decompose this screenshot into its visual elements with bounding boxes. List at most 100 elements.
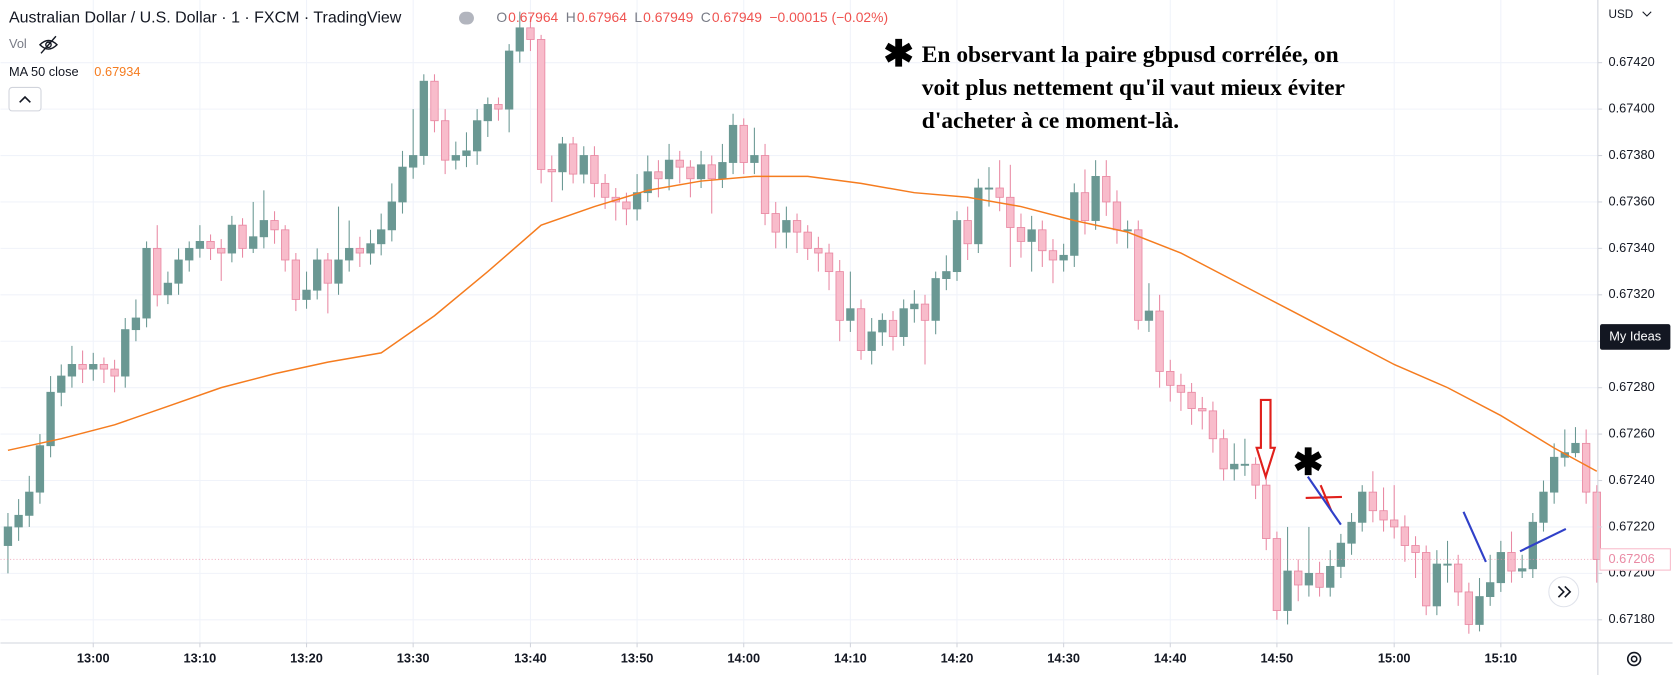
candle-body (739, 124, 748, 163)
candle-body (718, 162, 727, 180)
candle-body (547, 169, 556, 173)
candle-body (814, 247, 823, 254)
candle-body (366, 243, 375, 254)
candle-body (728, 124, 738, 163)
candle-body (409, 155, 418, 168)
annotation-line: En observant la paire gbpusd corrélée, o… (922, 42, 1339, 68)
last-price-label: 0.67206 (1609, 551, 1655, 566)
candle-body (345, 247, 354, 261)
ohlc-legend: O 0.67964 H 0.67964 L 0.67949 C 0.67949 −0.00015… (496, 9, 888, 25)
candle-body (1080, 192, 1090, 221)
candle-body (696, 164, 706, 180)
candle-body (1518, 568, 1527, 572)
candle-body (750, 155, 759, 163)
settings-button[interactable] (1626, 651, 1642, 667)
candle-body (174, 259, 183, 284)
y-tick-label: 0.67320 (1609, 286, 1655, 301)
candle-body (1315, 572, 1324, 588)
candle-body (803, 231, 812, 249)
ohlc-value: 0.67964 (577, 9, 627, 25)
candle-body (1592, 491, 1601, 560)
candle-body (1166, 370, 1175, 386)
candle-body (472, 120, 482, 152)
candle-body (238, 224, 247, 249)
ohlc-label: C (701, 9, 711, 25)
collapse-button[interactable] (8, 86, 42, 112)
candle-body (707, 164, 716, 180)
x-tick-label: 13:50 (621, 650, 654, 665)
header: Australian Dollar / U.S. Dollar · 1 · FX… (8, 9, 888, 112)
candle-body (1475, 596, 1484, 625)
candle-body (760, 155, 770, 214)
red-cross (1305, 495, 1342, 500)
blue-line (1306, 476, 1342, 526)
y-tick-label: 0.67420 (1609, 54, 1655, 69)
candle-body (856, 308, 866, 351)
asterisk-marker: ✱ (1293, 443, 1323, 483)
candle-body (963, 220, 972, 245)
candle-body (1070, 192, 1079, 256)
candle-body (206, 240, 215, 249)
plot-area (0, 0, 1601, 644)
candle-body (1219, 438, 1228, 470)
candle-body (824, 252, 834, 273)
candle-body (1198, 408, 1207, 412)
ohlc-label: O (496, 9, 507, 25)
my-ideas-button[interactable]: My Ideas (1600, 324, 1671, 350)
candle-body (313, 259, 322, 291)
candle-body (1571, 442, 1580, 454)
candle-body (590, 155, 599, 184)
scroll-icon (1557, 585, 1572, 598)
candle-body (846, 308, 855, 321)
change-value: −0.00015 (−0.02%) (769, 9, 888, 25)
candle-body (217, 247, 226, 254)
x-tick-label: 14:40 (1154, 650, 1187, 665)
candle-body (334, 259, 343, 284)
candle-body (1411, 545, 1420, 553)
candle-body (1134, 229, 1143, 321)
x-tick-label: 15:00 (1378, 650, 1411, 665)
red-arrow (1255, 398, 1277, 481)
candle-body (121, 329, 130, 377)
candle-body (302, 289, 311, 300)
candle-body (792, 220, 802, 233)
symbol-title: Australian Dollar / U.S. Dollar · 1 · FX… (9, 9, 402, 26)
candle-body (110, 368, 119, 377)
ma-line (7, 175, 1598, 472)
x-tick-label: 13:20 (290, 650, 323, 665)
candle-body (1027, 229, 1036, 242)
candle-body (1038, 229, 1047, 252)
ohlc-label: L (634, 9, 642, 25)
currency-dropdown[interactable] (1642, 11, 1652, 17)
candle-body (664, 159, 674, 180)
candle-body (89, 364, 98, 370)
candle-body (536, 39, 546, 170)
candle-body (984, 187, 994, 190)
y-tick-label: 0.67180 (1609, 611, 1655, 626)
candle-body (878, 319, 887, 333)
candle-body (430, 80, 439, 122)
candle-body (494, 104, 503, 110)
candle-body (1048, 250, 1058, 261)
candle-body (835, 271, 844, 321)
candle-body (462, 150, 471, 156)
hide-icon[interactable] (38, 35, 58, 54)
scroll-right-button[interactable] (1548, 576, 1580, 608)
candle-body (654, 171, 663, 180)
candle-body (483, 104, 492, 122)
y-tick-label: 0.67280 (1609, 379, 1655, 394)
candle-body (1539, 491, 1548, 523)
candle-body (67, 364, 77, 377)
candle-body (1549, 456, 1559, 493)
collapse-icon (19, 95, 31, 103)
candle-body (3, 526, 13, 546)
candle-body (1422, 552, 1431, 607)
candle-body (1326, 565, 1335, 588)
candle-body (377, 229, 386, 245)
candle-body (35, 445, 45, 493)
candle-body (1347, 521, 1356, 544)
candle-body (920, 303, 930, 321)
candle-body (1464, 591, 1474, 625)
candle-body (440, 120, 450, 161)
axes: 0.67420 0.67400 0.67380 0.67360 0.67340 0.673… (0, 54, 1671, 665)
